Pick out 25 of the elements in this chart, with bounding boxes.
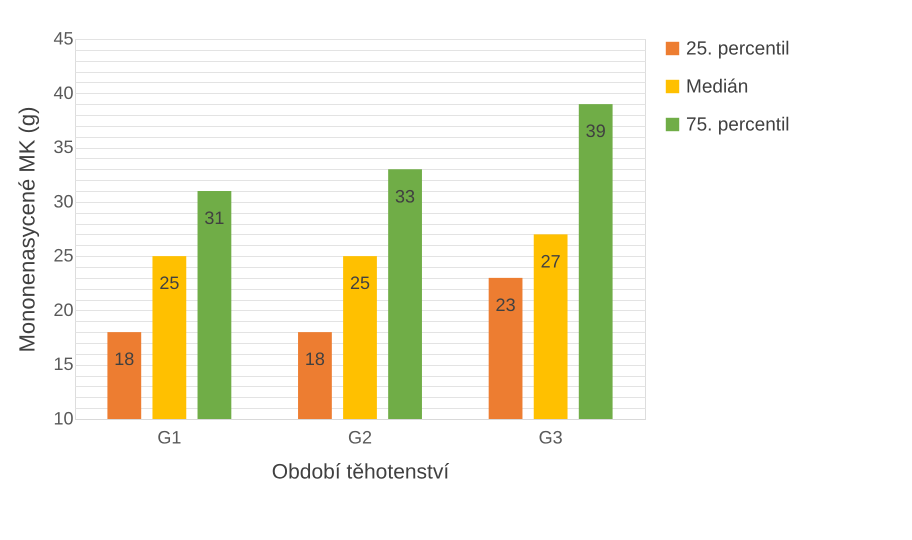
y-tick-label: 35 bbox=[53, 137, 74, 158]
data-label: 27 bbox=[540, 251, 561, 272]
data-label: 23 bbox=[496, 294, 516, 315]
data-label: 39 bbox=[586, 121, 606, 142]
y-tick-label: 10 bbox=[53, 408, 74, 428]
data-label: 25 bbox=[159, 273, 180, 294]
legend-label: Medián bbox=[686, 76, 748, 98]
data-label: 33 bbox=[395, 186, 416, 206]
legend-label: 25. percentil bbox=[686, 38, 790, 60]
y-tick-label: 45 bbox=[53, 28, 74, 48]
x-tick-label: G1 bbox=[157, 428, 182, 448]
x-axis-title: Období těhotenství bbox=[272, 460, 450, 484]
y-tick-label: 25 bbox=[53, 246, 74, 266]
x-tick-label: G3 bbox=[538, 428, 563, 448]
y-tick-label: 40 bbox=[53, 82, 74, 103]
y-axis-title: Mononenasycené MK (g) bbox=[14, 106, 40, 352]
data-label: 31 bbox=[204, 208, 224, 228]
data-label: 25 bbox=[350, 273, 370, 294]
x-tick-label: G2 bbox=[348, 428, 372, 448]
y-tick-label: 15 bbox=[53, 354, 74, 374]
y-tick-label: 30 bbox=[53, 191, 74, 212]
legend-label: 75. percentil bbox=[686, 114, 790, 136]
data-label: 18 bbox=[114, 349, 134, 370]
data-label: 18 bbox=[304, 349, 325, 370]
y-tick-label: 20 bbox=[53, 300, 74, 320]
